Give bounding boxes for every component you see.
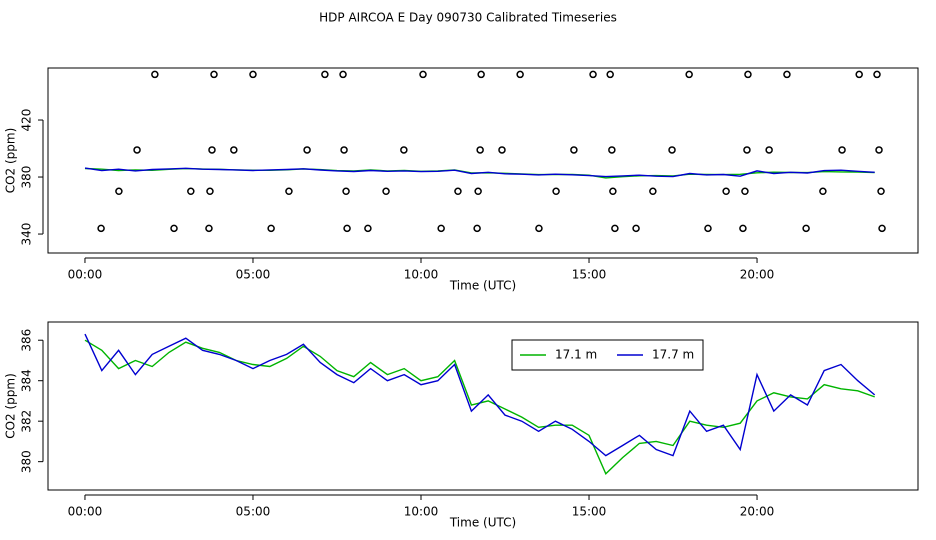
plot-frame: [47, 67, 919, 254]
flag-point: [473, 224, 481, 233]
x-tick-label: 10:00: [404, 505, 439, 519]
flag-point: [170, 224, 178, 233]
y-tick-label: 380: [20, 166, 34, 189]
flag-point: [741, 187, 749, 196]
y-tick-label: 382: [20, 410, 34, 433]
flag-point: [267, 224, 275, 233]
flag-point: [783, 70, 791, 79]
flag-point: [739, 224, 747, 233]
flag-point: [744, 70, 752, 79]
flag-point: [516, 70, 524, 79]
y-axis-title: CO2 (ppm): [4, 128, 18, 194]
flag-point: [632, 224, 640, 233]
flag-point: [400, 146, 408, 154]
x-tick-label: 15:00: [572, 268, 607, 282]
y-tick-label: 420: [20, 109, 34, 132]
x-tick-label: 00:00: [68, 505, 103, 519]
flag-point: [498, 146, 506, 154]
flag-point: [589, 70, 597, 79]
flag-point: [722, 187, 730, 196]
flag-point: [210, 70, 218, 79]
flag-point: [208, 146, 216, 154]
flag-point: [382, 187, 390, 196]
flag-point: [303, 146, 311, 154]
flag-point: [339, 70, 347, 79]
flag-point: [765, 146, 773, 154]
flag-point: [474, 187, 482, 196]
x-axis-title: Time (UTC): [449, 279, 516, 293]
flag-point: [151, 70, 159, 79]
flag-point: [838, 146, 846, 154]
x-tick-label: 20:00: [740, 505, 775, 519]
flag-point: [249, 70, 257, 79]
flag-point: [649, 187, 657, 196]
flag-point: [535, 224, 543, 233]
flag-point: [570, 146, 578, 154]
flag-point: [115, 187, 123, 196]
flag-point: [454, 187, 462, 196]
flag-point: [606, 70, 614, 79]
flag-point: [668, 146, 676, 154]
y-axis-title: CO2 (ppm): [4, 373, 18, 439]
chart-title: HDP AIRCOA E Day 090730 Calibrated Times…: [319, 11, 617, 25]
flag-point: [343, 224, 351, 233]
flag-point: [608, 146, 616, 154]
flag-point: [285, 187, 293, 196]
flag-point: [97, 224, 105, 233]
flag-point: [875, 146, 883, 154]
series-line: [84, 167, 875, 178]
flag-point: [133, 146, 141, 154]
flag-point: [855, 70, 863, 79]
flag-point: [206, 187, 214, 196]
flag-point: [476, 146, 484, 154]
flag-point: [685, 70, 693, 79]
x-tick-label: 00:00: [68, 268, 103, 282]
flag-point: [819, 187, 827, 196]
flag-point: [609, 187, 617, 196]
flag-point: [187, 187, 195, 196]
series-line: [84, 339, 875, 476]
flag-point: [878, 224, 886, 233]
flag-point: [611, 224, 619, 233]
flag-point: [342, 187, 350, 196]
flag-point: [704, 224, 712, 233]
x-axis-title: Time (UTC): [449, 516, 516, 530]
flag-point: [340, 146, 348, 154]
legend-label: 17.7 m: [652, 348, 694, 362]
flag-point: [477, 70, 485, 79]
flag-point: [419, 70, 427, 79]
flag-point: [364, 224, 372, 233]
x-tick-label: 10:00: [404, 268, 439, 282]
x-tick-label: 15:00: [572, 505, 607, 519]
x-tick-label: 05:00: [236, 505, 271, 519]
x-tick-label: 20:00: [740, 268, 775, 282]
legend-label: 17.1 m: [555, 348, 597, 362]
flag-point: [873, 70, 881, 79]
flag-point: [205, 224, 213, 233]
y-tick-label: 340: [20, 223, 34, 246]
y-tick-label: 386: [20, 329, 34, 352]
flag-point: [437, 224, 445, 233]
y-tick-label: 380: [20, 450, 34, 473]
y-tick-label: 384: [20, 369, 34, 392]
x-tick-label: 05:00: [236, 268, 271, 282]
flag-point: [230, 146, 238, 154]
flag-point: [877, 187, 885, 196]
series-line: [84, 333, 876, 457]
flag-point: [743, 146, 751, 154]
flag-point: [321, 70, 329, 79]
flag-point: [802, 224, 810, 233]
flag-point: [552, 187, 560, 196]
plot-frame: [47, 321, 919, 491]
